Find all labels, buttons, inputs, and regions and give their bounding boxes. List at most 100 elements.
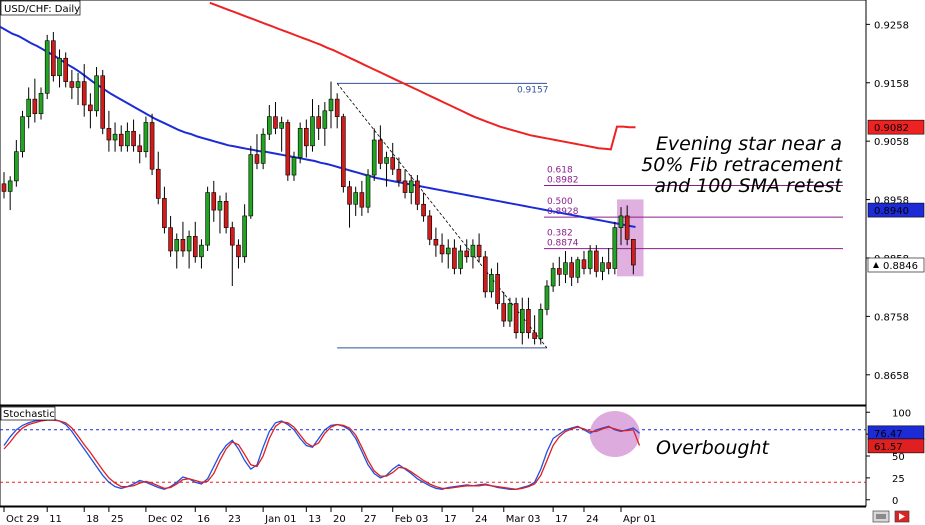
candle: [285, 119, 291, 181]
candle: [291, 151, 297, 181]
candle: [538, 303, 544, 345]
candle-body: [334, 98, 340, 117]
candle: [445, 239, 451, 269]
x-tick-label: 27: [364, 514, 377, 525]
fib-ratio-label: 0.500: [547, 197, 573, 207]
candle: [106, 110, 112, 152]
stochastic-y-tick-label: 25: [892, 474, 905, 485]
candle: [137, 134, 143, 164]
candle: [594, 245, 599, 278]
x-tick-label: 20: [333, 514, 346, 525]
candle: [149, 113, 155, 176]
candle-body: [384, 157, 389, 164]
date-axis: Oct 29 11 18 25 Dec 02 16 23 Jan 01 13 20 27 Feb 03…: [0, 506, 866, 525]
candle-body: [100, 75, 106, 129]
candle-body: [186, 236, 192, 252]
x-tick-label: Apr 01: [623, 514, 656, 525]
candle-body: [94, 75, 99, 112]
stochastic-y-tick-label: 100: [892, 408, 911, 419]
candle-body: [347, 186, 352, 205]
x-tick-label: 18: [86, 514, 99, 525]
candle-body: [236, 244, 241, 258]
candle: [495, 262, 500, 310]
candle: [427, 210, 433, 246]
candle-body: [470, 244, 476, 258]
candle: [341, 113, 346, 193]
x-tick-label: Mar 03: [506, 514, 541, 525]
candle: [532, 315, 537, 345]
candle: [378, 125, 383, 170]
candle: [550, 262, 556, 292]
stochastic-y-tick-label: 50: [892, 452, 905, 463]
candle: [174, 233, 180, 269]
candle: [365, 169, 371, 214]
candle-body: [378, 139, 383, 164]
candle: [439, 233, 445, 263]
x-tick-label: 11: [49, 514, 62, 525]
candle: [458, 245, 463, 275]
candle-body: [476, 244, 482, 258]
candle: [20, 110, 25, 158]
candle: [180, 221, 186, 257]
stochastic-title-box: [0, 406, 56, 421]
candle: [88, 93, 93, 129]
candle-body: [1, 183, 7, 192]
candle: [421, 192, 426, 222]
candle-body: [532, 332, 537, 339]
candle-body: [125, 130, 130, 147]
candle-body: [162, 198, 167, 228]
candle-body: [180, 238, 186, 252]
chart-title: USD/CHF: Daily: [4, 4, 80, 15]
candle-body: [44, 40, 50, 94]
candle-body: [267, 116, 272, 135]
candle-body: [624, 215, 630, 240]
stochastic-tag: [867, 438, 925, 454]
candle-body: [297, 128, 303, 158]
fib-ratio-label: 0.382: [547, 229, 573, 239]
scroll-controls[interactable]: [872, 510, 910, 523]
candle-body: [106, 128, 112, 141]
candle-body: [322, 110, 328, 129]
candle: [482, 250, 488, 298]
candle-body: [563, 262, 568, 275]
candle: [38, 87, 44, 120]
candle: [519, 297, 525, 345]
candle-body: [229, 227, 235, 246]
candle: [415, 175, 420, 211]
candle-body: [63, 57, 69, 82]
candle: [359, 180, 365, 216]
candle-body: [217, 201, 223, 211]
candle-body: [328, 98, 334, 112]
candle-body: [88, 104, 93, 112]
candle-body: [7, 180, 13, 192]
candle: [310, 99, 315, 152]
candle-body: [254, 154, 260, 164]
candle-body: [38, 92, 44, 115]
candle-body: [353, 192, 358, 205]
candle-body: [199, 244, 204, 258]
candle-body: [402, 180, 408, 193]
candle-body: [223, 201, 229, 228]
candle-body: [211, 192, 217, 211]
candle: [569, 256, 574, 287]
price-tag: [867, 257, 925, 273]
candle: [507, 297, 513, 327]
candle-body: [137, 145, 143, 152]
candle: [612, 221, 618, 275]
x-tick-label: 23: [228, 514, 241, 525]
stochastic-tag-label: 76.47: [874, 429, 903, 440]
candle-body: [501, 303, 507, 322]
candle-body: [408, 180, 414, 193]
candle-body: [310, 116, 315, 147]
candle: [162, 186, 167, 234]
candle-body: [51, 40, 56, 77]
candle: [408, 175, 414, 205]
candle-body: [359, 192, 365, 208]
candle: [211, 180, 217, 222]
candle-body: [452, 247, 457, 269]
fib-ratio-label: 0.618: [547, 166, 573, 176]
y-tick-label: 0.8958: [874, 196, 909, 207]
candle-body: [81, 81, 87, 106]
candle-body: [396, 168, 402, 182]
candle-body: [304, 128, 309, 147]
